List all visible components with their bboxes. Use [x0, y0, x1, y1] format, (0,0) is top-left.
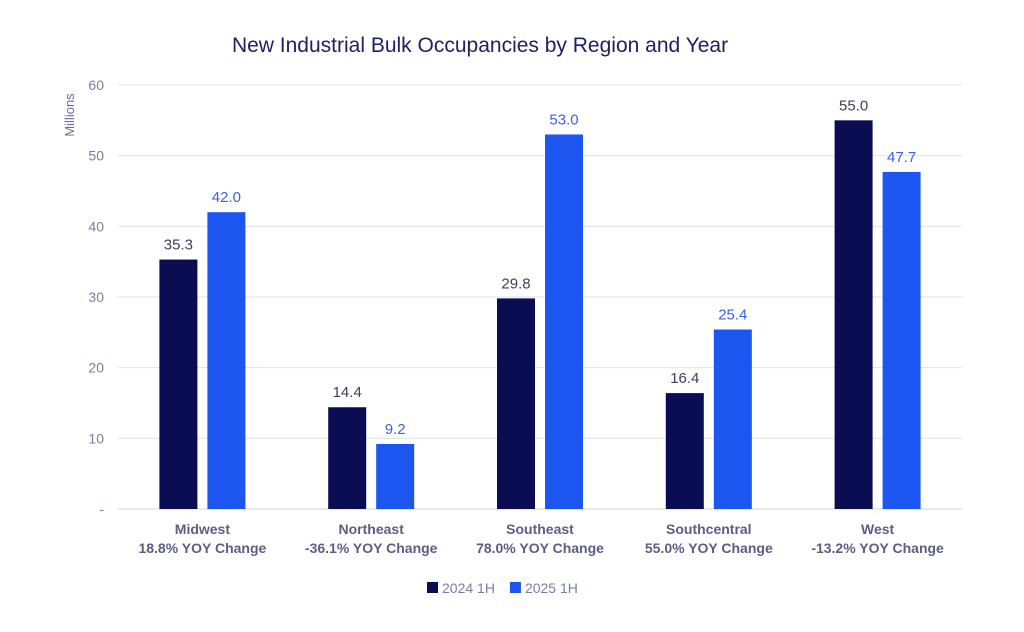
y-tick-label: 40	[88, 218, 104, 234]
category-label: Midwest	[175, 521, 231, 537]
y-tick-label: 50	[88, 148, 104, 164]
bar[interactable]	[834, 120, 873, 509]
category-sublabel: 55.0% YOY Change	[645, 540, 773, 556]
data-label: 16.4	[670, 370, 699, 387]
legend-label[interactable]: 2025 1H	[525, 580, 578, 596]
y-tick-label: 30	[88, 289, 104, 305]
category-sublabel: 18.8% YOY Change	[138, 540, 266, 556]
bar[interactable]	[713, 329, 752, 509]
data-label: 47.7	[887, 149, 916, 166]
category-label: Southcentral	[666, 521, 752, 537]
category-label: Southeast	[506, 521, 574, 537]
y-tick-label: 20	[88, 360, 104, 376]
bar[interactable]	[159, 259, 198, 509]
bar[interactable]	[328, 407, 367, 509]
category-label: Northeast	[339, 521, 405, 537]
data-label: 35.3	[164, 237, 193, 254]
y-tick-label: 60	[88, 77, 104, 93]
category-sublabel: -13.2% YOY Change	[811, 540, 944, 556]
data-label: 55.0	[839, 97, 868, 114]
bar[interactable]	[207, 212, 246, 509]
data-label: 14.4	[333, 384, 362, 401]
data-label: 25.4	[718, 307, 747, 324]
category-label: West	[861, 521, 895, 537]
legend-label[interactable]: 2024 1H	[442, 580, 495, 596]
y-tick-label: -	[99, 501, 104, 517]
data-label: 53.0	[549, 111, 578, 128]
data-label: 29.8	[501, 275, 530, 292]
legend-swatch	[509, 582, 521, 593]
category-sublabel: 78.0% YOY Change	[476, 540, 604, 556]
y-tick-label: 10	[88, 430, 104, 446]
y-axis-label: Millions	[62, 93, 77, 137]
chart-title: New Industrial Bulk Occupancies by Regio…	[232, 34, 728, 57]
legend-swatch	[427, 582, 438, 593]
bar[interactable]	[665, 393, 704, 509]
bar[interactable]	[882, 171, 921, 510]
data-label: 42.0	[212, 189, 241, 206]
bar[interactable]	[376, 443, 415, 509]
bar[interactable]	[545, 134, 583, 509]
data-label: 9.2	[385, 421, 406, 438]
category-sublabel: -36.1% YOY Change	[305, 540, 438, 556]
bar[interactable]	[497, 298, 535, 509]
